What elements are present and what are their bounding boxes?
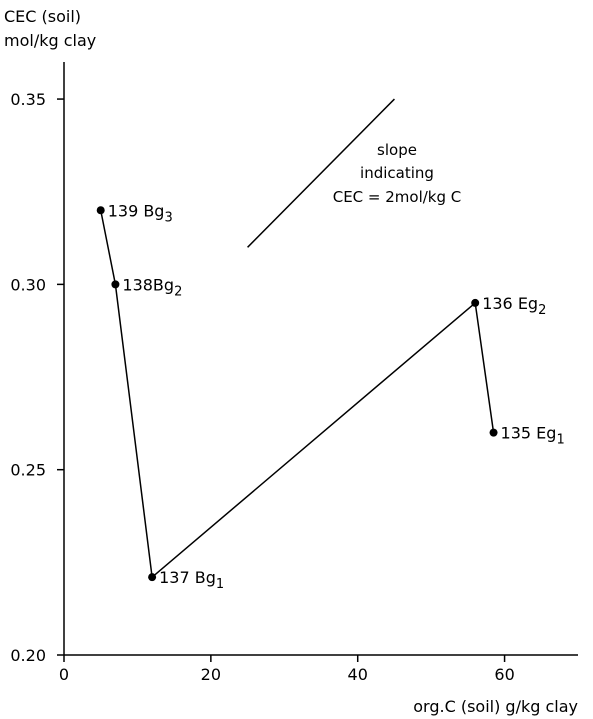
x-tick-label: 60: [494, 665, 514, 684]
data-point-label: 137 Bg1: [159, 568, 224, 592]
data-point-label: 139 Bg3: [108, 201, 173, 225]
y-tick-label: 0.35: [10, 90, 46, 109]
y-tick-label: 0.30: [10, 275, 46, 294]
data-point-label: 135 Eg1: [501, 424, 565, 448]
reference-slope: slope indicating CEC = 2mol/kg C: [247, 98, 462, 248]
data-point: [96, 206, 105, 215]
data-point: [471, 298, 480, 307]
y-axis-title-line2: mol/kg clay: [4, 31, 96, 50]
y-tick-label: 0.20: [10, 646, 46, 665]
series-line: [99, 210, 495, 579]
y-tick-label: 0.25: [10, 461, 46, 480]
slope-label-line: CEC = 2mol/kg C: [333, 188, 462, 206]
x-tick-label: 0: [59, 665, 69, 684]
x-tick-label: 20: [201, 665, 221, 684]
y-axis-title: CEC (soil) mol/kg clay: [4, 7, 96, 50]
data-point: [148, 573, 157, 582]
y-axis-title-line1: CEC (soil): [4, 7, 81, 26]
axis-ticks: 0.20 0.25 0.30 0.35 0 20 40 60: [10, 90, 514, 684]
slope-reference-line: [247, 98, 395, 248]
slope-label-line: slope: [377, 141, 417, 159]
data-point: [489, 428, 498, 437]
x-tick-label: 40: [348, 665, 368, 684]
data-point: [111, 280, 120, 289]
x-axis-title: org.C (soil) g/kg clay: [413, 697, 578, 716]
data-point-label: 136 Eg2: [482, 294, 546, 318]
slope-label-line: indicating: [360, 164, 434, 182]
data-point-label: 138Bg2: [122, 275, 182, 299]
data-series: 139 Bg3 138Bg2 137 Bg1 136 Eg2 135 Eg1: [96, 201, 565, 592]
